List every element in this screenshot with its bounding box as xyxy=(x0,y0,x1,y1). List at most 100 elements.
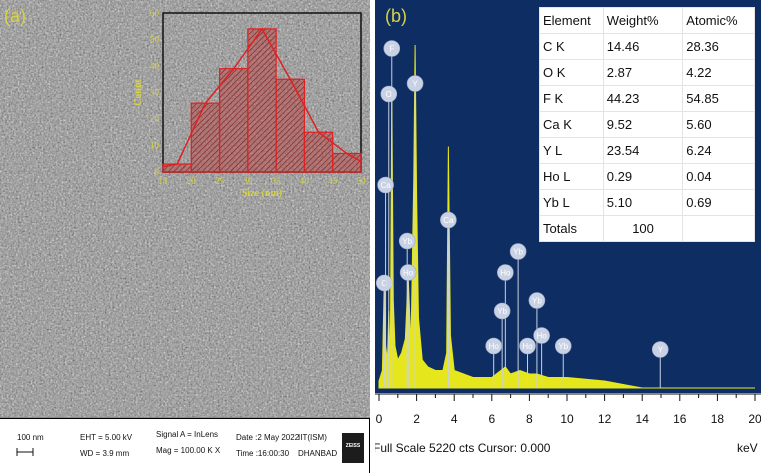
histogram-x-tick-label: 20 xyxy=(187,176,197,186)
eds-spectrum-chart: C O F Y Ca Ca Yb Ho Yb Ho Yb Yb Ho Ho Ho Yb Y 0 2 4 6 8 10 12 1… xyxy=(375,40,761,426)
spectrum-peak-markers: C O F Y Ca Ca Yb Ho Yb Ho Yb Yb Ho Ho Ho Yb Y xyxy=(375,40,669,388)
spectrum-footer: Full Scale 5220 cts Cursor: 0.000 xyxy=(375,441,551,455)
peak-marker-label: Yb xyxy=(513,248,523,257)
date-value: Date :2 May 2022 xyxy=(236,433,300,442)
wd-value: WD = 3.9 mm xyxy=(80,449,130,458)
institution-line-2: DHANBAD xyxy=(298,449,338,458)
composition-table: Element Weight% Atomic% C K 14.46 28.36 O … xyxy=(539,7,755,242)
peak-marker-bubble xyxy=(497,264,514,281)
cell-element: F K xyxy=(539,85,604,112)
cell-element: Ca K xyxy=(539,111,604,138)
histogram-bar xyxy=(247,28,277,173)
mag-value: Mag = 100.00 K X xyxy=(156,446,221,455)
table-row: C K 14.46 28.36 xyxy=(539,33,755,60)
x-tick-label: 12 xyxy=(598,412,612,426)
peak-marker-label: Ho xyxy=(537,332,548,341)
totals-label: Totals xyxy=(539,215,604,242)
table-row: F K 44.23 54.85 xyxy=(539,85,755,112)
histogram-x-tick-label: 40 xyxy=(300,176,310,186)
peak-marker-label: Ho xyxy=(403,269,414,278)
header-weight: Weight% xyxy=(602,7,684,34)
histogram-x-tick-label: 30 xyxy=(243,176,253,186)
cell-atomic: 0.69 xyxy=(682,189,755,216)
peak-marker-bubble xyxy=(509,243,527,260)
cell-atomic: 4.22 xyxy=(682,59,755,86)
peak-marker-label: Y xyxy=(658,346,664,355)
histogram-x-tick-label: 45 xyxy=(328,176,338,186)
peak-marker-label: Ho xyxy=(522,342,533,351)
cell-weight: 44.23 xyxy=(602,85,684,112)
histogram-fit-curve xyxy=(162,27,362,168)
histogram-fit-line xyxy=(162,27,362,168)
x-tick-label: 4 xyxy=(451,412,458,426)
histogram-y-tick-label: 30 xyxy=(150,88,160,98)
table-totals-row: Totals 100 xyxy=(539,215,755,242)
panel-a-label: (a) xyxy=(4,6,26,26)
eht-value: EHT = 5.00 kV xyxy=(80,433,133,442)
histogram-x-tick-label: 25 xyxy=(215,176,225,186)
cell-weight: 14.46 xyxy=(602,33,684,60)
zeiss-logo: ZEISS xyxy=(342,433,364,463)
peak-marker-label: F xyxy=(389,45,394,54)
cell-element: O K xyxy=(539,59,604,86)
panel-b-label: (b) xyxy=(385,6,407,26)
histogram-y-tick-label: 60 xyxy=(150,8,160,18)
table-row: O K 2.87 4.22 xyxy=(539,59,755,86)
x-tick-label: 2 xyxy=(413,412,420,426)
histogram-bar xyxy=(303,131,334,173)
cell-atomic: 28.36 xyxy=(682,33,755,60)
peak-marker-label: Y xyxy=(412,80,418,89)
size-distribution-histogram: 15 20 25 30 35 40 45 50 0 10 20 30 40 50 60 Size (nm)… xyxy=(133,8,366,199)
cell-atomic: 0.04 xyxy=(682,163,755,190)
cell-element: Yb L xyxy=(539,189,604,216)
histogram-bar xyxy=(275,78,306,173)
peak-marker-bubble xyxy=(383,40,401,57)
histogram-y-tick-label: 0 xyxy=(155,167,160,177)
histogram-y-tick-label: 20 xyxy=(150,114,160,124)
peak-marker-bubble xyxy=(493,302,511,320)
histogram-y-tick-label: 10 xyxy=(150,141,160,151)
histogram-y-ticks: 0 10 20 30 40 50 60 xyxy=(150,8,160,177)
peak-marker-label: Ho xyxy=(500,269,511,278)
histogram-bar xyxy=(218,68,249,173)
cell-element: Y L xyxy=(539,137,604,164)
cell-weight: 23.54 xyxy=(602,137,684,164)
spectrum-x-unit: keV xyxy=(737,441,758,455)
cell-weight: 2.87 xyxy=(602,59,684,86)
cell-element: C K xyxy=(539,33,604,60)
x-tick-label: 10 xyxy=(560,412,574,426)
peak-marker-bubble xyxy=(377,176,394,194)
histogram-y-tick-label: 40 xyxy=(150,61,160,71)
scale-bar-label: 100 nm xyxy=(17,433,44,442)
x-tick-label: 8 xyxy=(526,412,533,426)
time-value: Time :16:00:30 xyxy=(236,449,290,458)
sem-info-bar: 100 nm EHT = 5.00 kV WD = 3.9 mm Signal … xyxy=(0,418,370,473)
spectrum-area-fill xyxy=(378,44,755,389)
cell-atomic: 6.24 xyxy=(682,137,755,164)
peak-marker-bubble xyxy=(519,337,536,355)
zeiss-logo-text: ZEISS xyxy=(345,443,361,449)
cell-atomic: 5.60 xyxy=(682,111,755,138)
sem-micrograph xyxy=(0,0,370,417)
cell-element: Ho L xyxy=(539,163,604,190)
histogram-bar xyxy=(332,152,362,173)
histogram-x-tick-label: 35 xyxy=(272,176,282,186)
peak-marker-bubble xyxy=(485,337,502,355)
peak-marker-bubble xyxy=(380,85,398,103)
peak-marker-bubble xyxy=(533,327,550,344)
eds-panel: C O F Y Ca Ca Yb Ho Yb Ho Yb Yb Ho Ho Ho Yb Y 0 2 4 6 8 10 12 1… xyxy=(375,0,761,473)
peak-marker-label: O xyxy=(386,90,392,99)
histogram-bars xyxy=(162,28,362,173)
peak-marker-label: Yb xyxy=(532,297,542,306)
histogram-x-label: Size (nm) xyxy=(242,188,282,199)
header-element: Element xyxy=(539,7,604,34)
table-row: Y L 23.54 6.24 xyxy=(539,137,755,164)
spectrum-x-axis: 0 2 4 6 8 10 12 14 16 18 20 xyxy=(375,393,761,426)
cell-atomic: 54.85 xyxy=(682,85,755,112)
peak-marker-bubble xyxy=(440,211,457,229)
cell-weight: 5.10 xyxy=(602,189,684,216)
peak-marker-label: C xyxy=(381,279,387,288)
institution-line-1: IIT(ISM) xyxy=(298,433,327,442)
table-row: Yb L 5.10 0.69 xyxy=(539,189,755,216)
peak-marker-bubble xyxy=(399,264,417,281)
